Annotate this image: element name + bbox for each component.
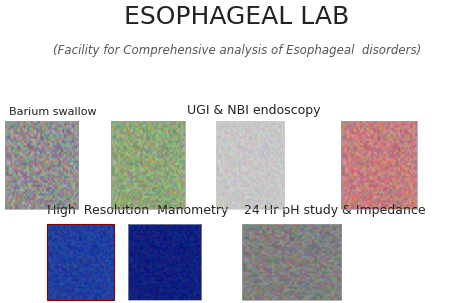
Text: Barium swallow: Barium swallow: [9, 107, 97, 117]
Text: ESOPHAGEAL LAB: ESOPHAGEAL LAB: [124, 5, 350, 28]
Bar: [242, 224, 341, 300]
Text: 24 Hr pH study & Impedance: 24 Hr pH study & Impedance: [244, 204, 426, 217]
Bar: [341, 121, 417, 209]
Bar: [5, 121, 78, 209]
Bar: [216, 121, 284, 209]
Text: (Facility for Comprehensive analysis of Esophageal  disorders): (Facility for Comprehensive analysis of …: [53, 44, 421, 57]
Text: High  Resolution  Manometry: High Resolution Manometry: [47, 204, 229, 217]
Bar: [47, 224, 114, 300]
Bar: [111, 121, 185, 209]
Bar: [128, 224, 201, 300]
Text: UGI & NBI endoscopy: UGI & NBI endoscopy: [187, 104, 321, 117]
